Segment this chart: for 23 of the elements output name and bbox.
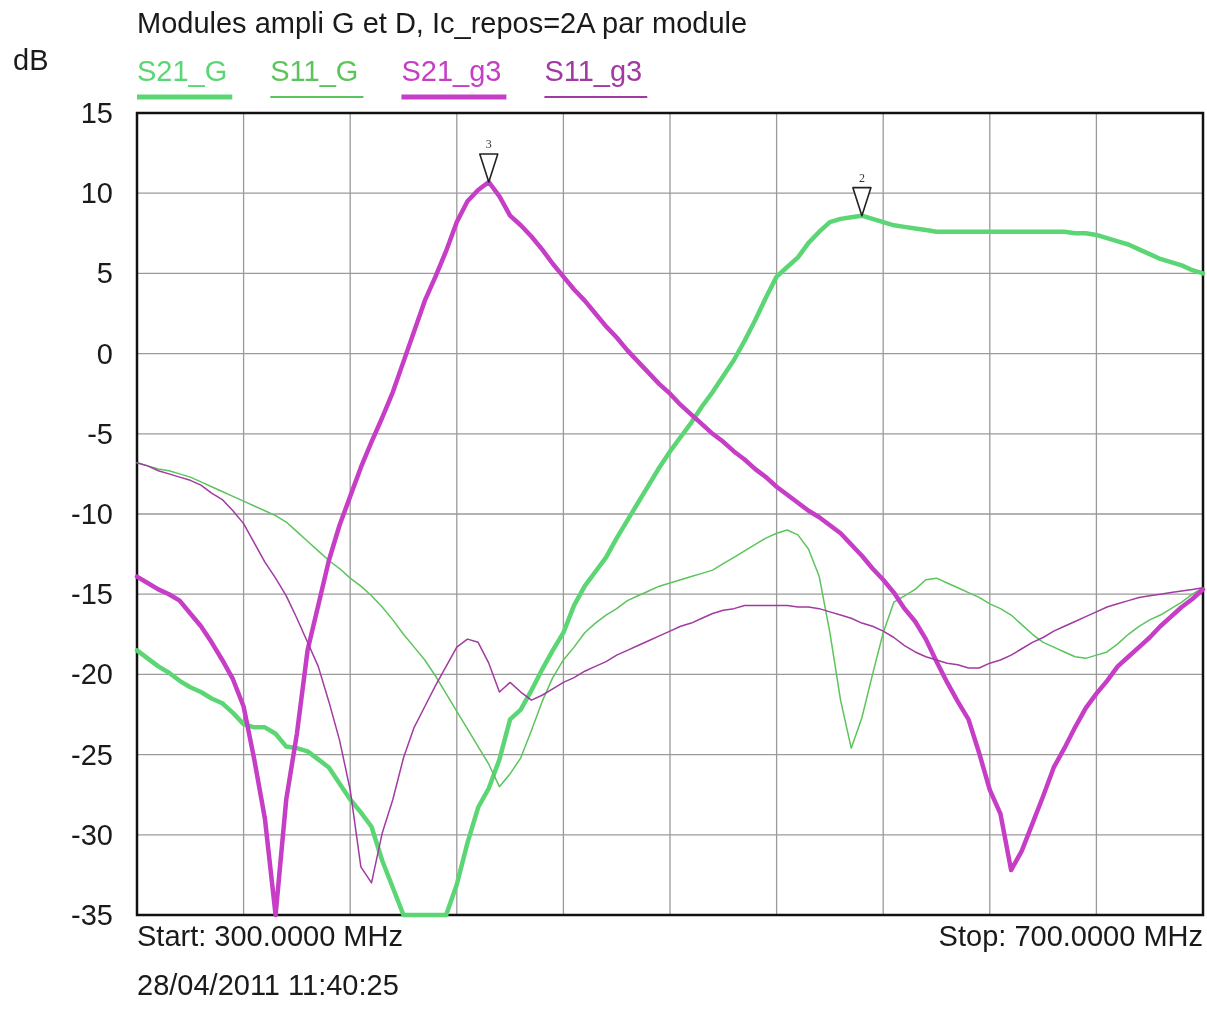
y-tick-label: 5 [96,257,113,290]
text: S11_g3 [544,55,643,87]
text: Stop: 700.0000 MHz [938,920,1203,952]
annotation: 3 [485,136,492,151]
y-tick-label: 0 [96,337,113,370]
text: 28/04/2011 11:40:25 [137,969,399,1001]
y-tick-label: -35 [71,899,113,931]
text: S11_G [270,55,359,87]
y-tick-label: -20 [71,658,113,691]
chart-title: Modules ampli G et D, Ic_repos=2A par module [137,7,748,39]
y-tick-label: 15 [80,97,113,129]
y-tick-label: -15 [71,578,113,611]
annotation: 2 [858,170,865,185]
text: S21_G [137,55,228,87]
y-axis-title: dB [13,44,49,76]
y-tick-label: 10 [80,177,113,210]
y-tick-label: -25 [71,738,113,771]
y-tick-label: -5 [87,417,113,450]
line-series [136,461,1204,884]
text: Start: 300.0000 MHz [137,920,403,952]
text: S21_g3 [401,55,502,87]
y-tick-label: -30 [71,818,113,851]
y-tick-label: -10 [71,498,113,530]
